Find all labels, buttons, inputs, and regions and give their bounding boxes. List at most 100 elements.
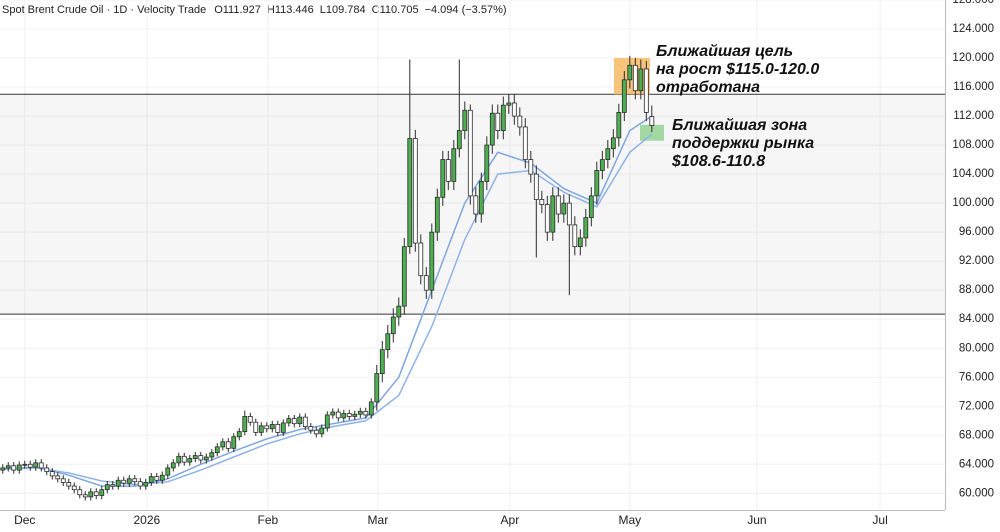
- candle-body: [434, 196, 440, 233]
- y-tick-label: 108.000: [952, 139, 994, 151]
- candle-body: [88, 491, 94, 498]
- candle-body: [319, 427, 325, 435]
- candle-body: [539, 199, 545, 205]
- ohlc-value: −4.094 (−3.57%): [425, 4, 507, 16]
- candle-body: [275, 423, 281, 433]
- candle-body: [27, 463, 33, 468]
- candle-body: [594, 170, 600, 197]
- candle-body: [572, 224, 578, 248]
- x-tick-label: 2026: [134, 513, 161, 527]
- candle-body: [5, 465, 11, 469]
- candle-body: [126, 478, 132, 484]
- candle-body: [302, 416, 308, 427]
- candle-body: [214, 446, 220, 454]
- candle-body: [44, 467, 50, 472]
- candle-body: [500, 104, 506, 131]
- candle-body: [643, 68, 649, 113]
- candle-body: [99, 489, 105, 496]
- annotation: Ближайшая цель: [656, 43, 793, 60]
- y-tick-label: 112.000: [953, 110, 994, 122]
- candle-body: [456, 130, 462, 150]
- candle-body: [49, 471, 55, 477]
- y-tick-label: 60.000: [959, 487, 994, 499]
- annotation: отработана: [656, 79, 760, 96]
- candle-body: [379, 349, 385, 375]
- candle-body: [104, 484, 110, 491]
- candle-body: [0, 467, 6, 471]
- candle-body: [137, 481, 143, 487]
- candle-body: [616, 112, 622, 139]
- x-tick-label: Apr: [501, 513, 520, 527]
- candle-body: [368, 401, 374, 416]
- candle-body: [533, 173, 539, 200]
- y-tick-label: 88.000: [959, 284, 994, 296]
- zone-box: [640, 124, 664, 141]
- candle-body: [93, 491, 99, 496]
- candle-body: [71, 485, 77, 491]
- candle-body: [187, 458, 193, 463]
- candle-body: [176, 455, 182, 464]
- candle-body: [115, 479, 121, 487]
- candle-body: [484, 144, 490, 182]
- y-tick-label: 84.000: [959, 313, 994, 325]
- candle-body: [253, 421, 259, 433]
- candle-body: [363, 410, 369, 416]
- x-tick-label: Jun: [747, 513, 766, 527]
- candle-body: [385, 333, 391, 351]
- candle-body: [621, 79, 627, 113]
- candle-body: [77, 489, 83, 496]
- x-tick-label: Mar: [368, 513, 389, 527]
- candle-body: [231, 436, 237, 449]
- candle-body: [506, 102, 512, 106]
- candle-body: [401, 246, 407, 307]
- candle-body: [148, 476, 154, 483]
- candle-body: [236, 431, 242, 438]
- candle-body: [412, 138, 418, 244]
- ohlc-value: O111.927: [214, 4, 261, 16]
- y-tick-label: 116.000: [953, 81, 994, 93]
- candle-body: [11, 465, 17, 471]
- candle-body: [286, 418, 292, 424]
- candle-body: [352, 413, 358, 417]
- candle-body: [528, 159, 534, 175]
- candle-body: [38, 462, 44, 469]
- y-tick-label: 76.000: [959, 371, 994, 383]
- candle-body: [489, 112, 495, 146]
- chart-title: Spot Brent Crude Oil · 1D · Velocity Tra…: [2, 4, 206, 16]
- candle-body: [440, 159, 446, 198]
- candle-body: [313, 429, 319, 435]
- candle-body: [544, 204, 550, 233]
- candle-body: [280, 422, 286, 433]
- candle-body: [335, 411, 341, 419]
- candle-body: [154, 476, 160, 481]
- y-tick-label: 100.000: [952, 197, 994, 209]
- candle-body: [418, 242, 424, 277]
- candle-body: [390, 316, 396, 335]
- candle-body: [357, 410, 363, 415]
- annotation: поддержки рынка: [672, 135, 814, 152]
- candle-body: [297, 416, 303, 425]
- candle-body: [341, 413, 347, 419]
- candle-body: [511, 102, 517, 117]
- candle-body: [478, 180, 484, 215]
- candle-body: [473, 195, 479, 215]
- candle-body: [242, 416, 248, 433]
- candle-body: [346, 413, 352, 417]
- candle-body: [522, 126, 528, 161]
- candle-body: [429, 231, 435, 291]
- candle-body: [407, 138, 413, 248]
- candle-body: [451, 148, 457, 182]
- x-tick-label: Jul: [872, 513, 887, 527]
- candle-body: [462, 109, 468, 131]
- candle-body: [324, 414, 330, 429]
- y-tick-label: 64.000: [959, 458, 994, 470]
- candle-body: [291, 418, 297, 425]
- candle-body: [60, 478, 66, 483]
- candle-body: [374, 373, 380, 403]
- candle-body: [220, 441, 226, 448]
- y-tick-label: 124.000: [952, 23, 994, 35]
- candle-body: [121, 479, 127, 484]
- candle-body: [181, 455, 187, 463]
